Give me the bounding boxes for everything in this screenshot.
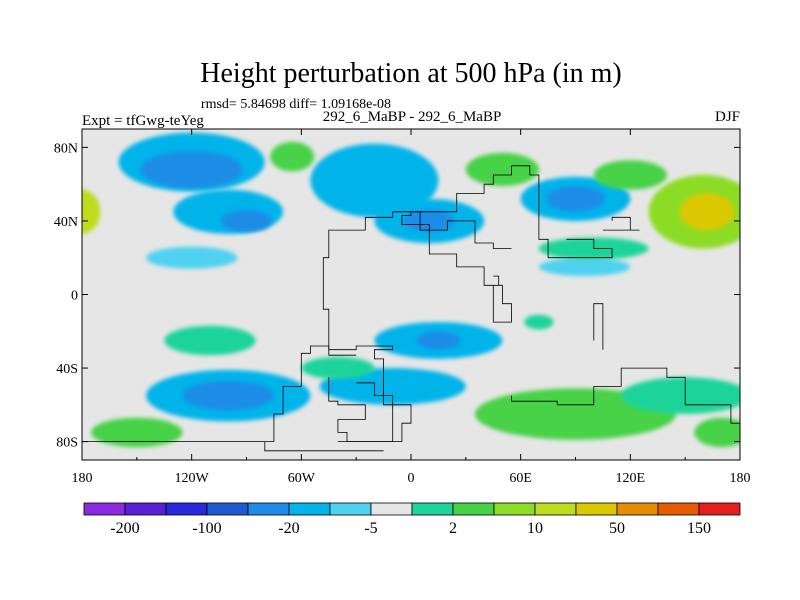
colorbar-box	[493, 502, 536, 516]
contour-region	[301, 357, 375, 380]
x-tick-label: 0	[408, 471, 415, 486]
coastline	[82, 441, 274, 446]
experiment-label: Expt = tfGwg-teYeg	[82, 113, 204, 129]
axes: 180 120W 60W 0 60E 120E 180 80N 40N 0 40S 80S	[54, 129, 751, 486]
colorbar-box	[575, 502, 618, 516]
colorbar-box	[247, 502, 290, 516]
contour-region	[593, 160, 667, 190]
contour-region	[679, 193, 735, 231]
contour-region	[310, 143, 439, 218]
x-tick-label: 120E	[616, 471, 646, 486]
colorbar-label: 50	[609, 520, 625, 537]
coastline	[401, 217, 512, 323]
y-tick-label: 40S	[56, 362, 78, 377]
contour-region	[270, 141, 315, 172]
contour-region	[524, 314, 554, 330]
contour-region	[145, 246, 238, 269]
contour-region	[91, 417, 183, 448]
x-tick-label: 180	[730, 471, 751, 486]
colorbar-label: 10	[527, 520, 543, 537]
stats-text: rmsd= 5.84698 diff= 1.09168e-08	[201, 97, 391, 112]
colorbar-box	[329, 502, 372, 516]
contour-region	[403, 209, 455, 232]
colorbar-label: -200	[110, 520, 139, 537]
colorbar-box	[534, 502, 577, 516]
coastline-layer	[82, 165, 740, 452]
map-plot-area	[81, 128, 741, 461]
x-tick-label: 120W	[175, 471, 210, 486]
colorbar-box	[165, 502, 208, 516]
coastline	[511, 367, 740, 424]
x-tick-label: 180	[72, 471, 93, 486]
chart-title: Height perturbation at 500 hPa (in m)	[200, 58, 621, 89]
contour-region	[538, 257, 631, 277]
season-label: DJF	[715, 109, 740, 125]
contour-region	[416, 331, 461, 350]
colorbar-label: -5	[364, 520, 377, 537]
coastline	[328, 377, 394, 442]
y-tick-label: 80S	[56, 436, 78, 451]
coastline	[602, 216, 640, 231]
contour-region	[82, 189, 101, 234]
x-tick-label: 60W	[288, 471, 316, 486]
contour-region	[140, 151, 243, 188]
colorbar-box	[124, 502, 167, 516]
y-tick-label: 40N	[54, 215, 78, 230]
coastline	[401, 165, 613, 259]
contour-region	[465, 152, 539, 187]
coastline	[264, 441, 384, 452]
colorbar-box	[206, 502, 249, 516]
x-tick-label: 60E	[509, 471, 532, 486]
colorbar-label: -100	[192, 520, 221, 537]
colorbar-box	[370, 502, 413, 516]
colorbar-label: 150	[687, 520, 711, 537]
colorbar-box	[83, 502, 126, 516]
colorbar: -200 -100 -20 -5 2 10 50 150	[83, 502, 741, 537]
colorbar-box	[616, 502, 659, 516]
colorbar-label: 2	[449, 520, 457, 537]
contour-region	[694, 417, 740, 448]
comparison-label: 292_6_MaBP - 292_6_MaBP	[323, 109, 502, 125]
coastline	[322, 211, 512, 442]
contour-region	[182, 380, 274, 411]
contour-region	[546, 186, 605, 212]
coastline	[273, 345, 357, 442]
colorbar-box	[657, 502, 700, 516]
colorbar-box	[288, 502, 331, 516]
contour-region	[220, 209, 273, 232]
colorbar-label: -20	[278, 520, 299, 537]
colorbar-box	[411, 502, 454, 516]
coastline	[593, 303, 604, 350]
y-tick-label: 0	[71, 289, 78, 304]
colorbar-box	[452, 502, 495, 516]
colorbar-box	[698, 502, 741, 516]
contour-region	[164, 325, 256, 356]
y-tick-label: 80N	[54, 141, 78, 156]
